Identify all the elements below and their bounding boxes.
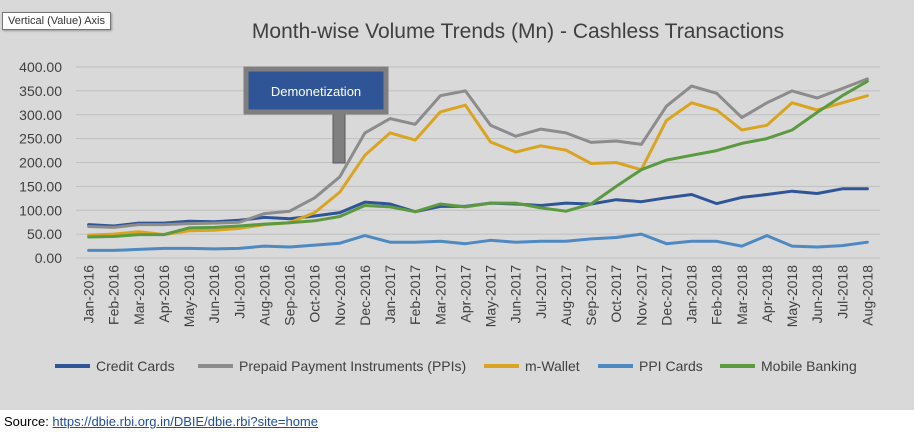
x-tick-label: Apr-2018: [759, 265, 775, 323]
legend-label: PPI Cards: [639, 358, 703, 374]
x-axis-ticks: Jan-2016 Feb-2016 Mar-2016 Apr-2016 May-2016…: [81, 265, 876, 327]
x-tick-label: Nov-2016: [332, 265, 348, 326]
annotation-label: Demonetization: [271, 84, 361, 99]
x-tick-label: Feb-2016: [106, 265, 122, 325]
x-tick-label: Jan-2017: [382, 265, 398, 324]
x-tick-label: Jun-2016: [206, 265, 222, 324]
x-tick-label: Jan-2018: [684, 265, 700, 324]
x-tick-label: Dec-2016: [357, 265, 373, 326]
x-tick-label: Jan-2016: [81, 265, 97, 324]
y-tick-label: 100.00: [19, 202, 62, 218]
gridlines: [76, 66, 880, 259]
x-tick-label: Sep-2017: [583, 265, 599, 326]
x-tick-label: Mar-2017: [432, 265, 448, 325]
y-tick-label: 0.00: [35, 250, 62, 266]
y-axis-ticks: 0.00 50.00 100.00 150.00 200.00 250.00 300.00 3…: [19, 59, 62, 266]
chart-title: Month-wise Volume Trends (Mn) - Cashless…: [252, 20, 784, 43]
y-tick-label: 50.00: [27, 226, 62, 242]
y-tick-label: 250.00: [19, 131, 62, 147]
chart-area: Month-wise Volume Trends (Mn) - Cashless…: [0, 0, 914, 410]
x-tick-label: Jun-2018: [809, 265, 825, 324]
x-tick-label: Aug-2018: [859, 265, 875, 326]
series-lines: [87, 77, 869, 252]
x-tick-label: Feb-2018: [709, 265, 725, 325]
series-line: [87, 232, 869, 252]
x-tick-label: May-2017: [483, 265, 499, 327]
legend-label: Mobile Banking: [761, 358, 857, 374]
source-label: Source:: [4, 414, 53, 429]
x-tick-label: Mar-2016: [131, 265, 147, 325]
x-tick-label: Apr-2016: [156, 265, 172, 323]
series-line: [87, 94, 869, 237]
line-chart: Month-wise Volume Trends (Mn) - Cashless…: [19, 20, 880, 374]
x-tick-label: Jul-2018: [834, 265, 850, 319]
demonetization-annotation: Demonetization: [243, 66, 389, 164]
legend-label: m-Wallet: [525, 358, 580, 374]
y-tick-label: 200.00: [19, 155, 62, 171]
x-tick-label: May-2018: [784, 265, 800, 327]
y-tick-label: 300.00: [19, 107, 62, 123]
axis-tooltip: Vertical (Value) Axis: [2, 12, 112, 30]
x-tick-label: Sep-2016: [282, 265, 298, 326]
y-tick-label: 400.00: [19, 59, 62, 75]
x-tick-label: Nov-2017: [633, 265, 649, 326]
y-tick-label: 350.00: [19, 83, 62, 99]
x-tick-label: Feb-2017: [407, 265, 423, 325]
x-tick-label: Dec-2017: [658, 265, 674, 326]
series-line: [87, 187, 869, 228]
series-line: [87, 79, 869, 239]
x-tick-label: Aug-2016: [256, 265, 272, 326]
x-tick-label: Oct-2016: [307, 265, 323, 323]
source-note: Source: https://dbie.rbi.org.in/DBIE/dbi…: [4, 414, 318, 429]
x-tick-label: Jul-2016: [231, 265, 247, 319]
legend-label: Credit Cards: [96, 358, 175, 374]
source-link[interactable]: https://dbie.rbi.org.in/DBIE/dbie.rbi?si…: [52, 414, 318, 429]
annotation-box: [243, 66, 389, 115]
x-tick-label: Oct-2017: [608, 265, 624, 323]
legend: Credit Cards Prepaid Payment Instruments …: [55, 358, 857, 374]
series-line: [87, 77, 869, 229]
y-tick-label: 150.00: [19, 178, 62, 194]
x-tick-label: Jun-2017: [508, 265, 524, 324]
x-tick-label: Mar-2018: [734, 265, 750, 325]
x-tick-label: Aug-2017: [558, 265, 574, 326]
x-tick-label: Apr-2017: [457, 265, 473, 323]
x-tick-label: Jul-2017: [533, 265, 549, 319]
x-tick-label: May-2016: [181, 265, 197, 327]
legend-label: Prepaid Payment Instruments (PPIs): [239, 358, 466, 374]
